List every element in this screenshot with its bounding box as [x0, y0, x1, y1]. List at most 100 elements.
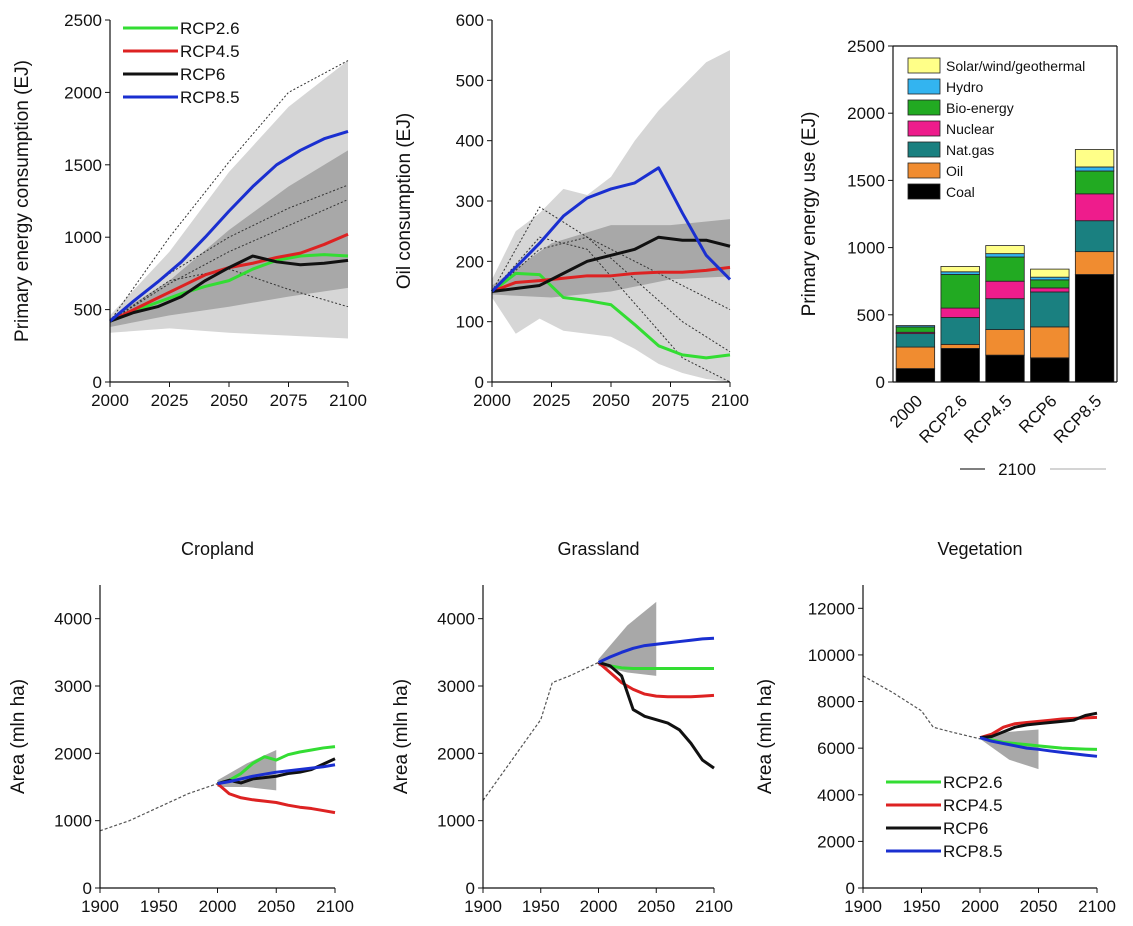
y-tick-label: 12000: [808, 599, 855, 618]
x-tick-label: 1900: [464, 897, 502, 916]
x-tick-label: 2075: [652, 391, 690, 410]
series-line-RCP4-5: [491, 265, 731, 293]
x-tick-label: 2100: [329, 391, 367, 410]
bar-segment: [895, 346, 936, 369]
x-tick-label: 2050: [637, 897, 675, 916]
x-tick-label: RCP2.6: [915, 391, 971, 447]
y-tick-label: 1000: [847, 239, 885, 258]
x-tick-label: 2100: [1078, 897, 1116, 916]
legend-label: Nat.gas: [946, 142, 994, 158]
y-tick-label: 0: [846, 879, 855, 898]
x-tick-label: 2100: [695, 897, 733, 916]
series-line-RCP6: [109, 254, 349, 323]
y-tick-label: 2000: [64, 83, 102, 102]
y-tick-label: 600: [456, 11, 484, 30]
legend-label: Hydro: [946, 79, 984, 95]
legend-swatch: [907, 141, 941, 158]
y-tick-label: 2000: [817, 832, 855, 851]
x-tick-label: 2050: [592, 391, 630, 410]
bar-segment: [1030, 357, 1070, 383]
legend-swatch: [907, 120, 941, 137]
y-tick-label: 200: [456, 252, 484, 271]
x-tick-label: 1900: [81, 897, 119, 916]
series-line-RCP2-6: [217, 745, 336, 786]
scenario-dotted-line: [491, 206, 731, 353]
series-line-RCP8-5: [979, 736, 1098, 758]
panel-title: Cropland: [181, 539, 254, 559]
panel-title: Grassland: [557, 539, 639, 559]
legend-label: RCP6: [943, 819, 988, 838]
bar-segment: [1030, 287, 1070, 293]
uncertainty-band-dark: [110, 150, 348, 327]
series-line-RCP8-5: [109, 130, 349, 323]
y-tick-label: 10000: [808, 646, 855, 665]
uncertainty-band-light: [492, 50, 730, 383]
y-tick-label: 2000: [847, 104, 885, 123]
bar-segment: [1030, 326, 1070, 359]
bar-segment: [1074, 193, 1115, 222]
x-tick-label: 2050: [257, 897, 295, 916]
x-tick-label: 2000: [580, 897, 618, 916]
bar-segment: [895, 333, 936, 348]
y-tick-label: 1000: [64, 228, 102, 247]
legend-label: Bio-energy: [946, 100, 1014, 116]
y-tick-label: 8000: [817, 693, 855, 712]
y-tick-label: 500: [857, 306, 885, 325]
legend-label: RCP4.5: [180, 42, 240, 61]
y-tick-label: 1500: [64, 156, 102, 175]
x-tick-label: 2000: [886, 391, 926, 431]
bar-segment: [895, 326, 936, 333]
bar-segment: [1074, 166, 1115, 172]
y-axis-label: Area (mln ha): [8, 679, 29, 794]
y-tick-label: 1000: [54, 812, 92, 831]
y-tick-label: 6000: [817, 739, 855, 758]
bar-segment: [1074, 220, 1115, 253]
x-tick-label: RCP8.5: [1050, 391, 1106, 447]
legend-label: RCP6: [180, 65, 225, 84]
series-line-RCP8-5: [490, 166, 732, 293]
series-line-RCP2-6: [598, 660, 714, 670]
x-tick-label: 1900: [844, 897, 882, 916]
x-tick-label: 2000: [91, 391, 129, 410]
y-tick-label: 3000: [437, 677, 475, 696]
series-line-RCP4-5: [597, 661, 715, 699]
bar-segment: [940, 307, 980, 318]
legend-label: Nuclear: [946, 121, 995, 137]
x-tick-label: 2025: [533, 391, 571, 410]
legend-label: RCP2.6: [180, 19, 240, 38]
bar-segment: [985, 256, 1025, 282]
bar-segment: [985, 253, 1025, 258]
legend-swatch: [907, 78, 941, 95]
y-tick-label: 3000: [54, 677, 92, 696]
bar-segment: [895, 368, 936, 383]
y-tick-label: 0: [876, 373, 885, 392]
y-tick-label: 300: [456, 192, 484, 211]
x-tick-label: 2000: [199, 897, 237, 916]
x-tick-label: 2025: [151, 391, 189, 410]
scenario-dotted-line: [109, 199, 349, 322]
legend-label: RCP2.6: [943, 773, 1003, 792]
series-line-RCP2-6: [109, 253, 349, 323]
bar-segment: [1074, 149, 1115, 168]
series-line-RCP8-5: [217, 763, 336, 786]
x-tick-label: 2000: [473, 391, 511, 410]
historical-dotted-line: [862, 675, 981, 740]
x-tick-label: 2000: [961, 897, 999, 916]
historical-dotted-line: [482, 661, 599, 801]
bar-segment: [1074, 251, 1115, 275]
x-axis-label: 2100: [998, 460, 1036, 479]
y-axis-label: Primary energy use (EJ): [799, 112, 820, 317]
series-line-RCP6: [979, 711, 1098, 740]
bar-segment: [985, 329, 1025, 356]
x-tick-label: 1950: [522, 897, 560, 916]
scenario-dotted-line: [109, 184, 349, 322]
legend-label: Coal: [946, 184, 975, 200]
y-tick-label: 4000: [817, 786, 855, 805]
y-axis-label: Area (mln ha): [755, 679, 776, 794]
panel-cropland: 0 1000 2000 3000 4000 1900 1950 2000 2050 2100 Are…: [8, 539, 354, 916]
bar-segment: [940, 347, 980, 383]
series-line-RCP2-6: [491, 271, 731, 360]
panel-oil: 0 100 200 300 400 500 600 2000 2025 2050 2075 2100 O…: [394, 11, 749, 410]
y-tick-label: 0: [475, 373, 484, 392]
panel-title: Vegetation: [937, 539, 1022, 559]
